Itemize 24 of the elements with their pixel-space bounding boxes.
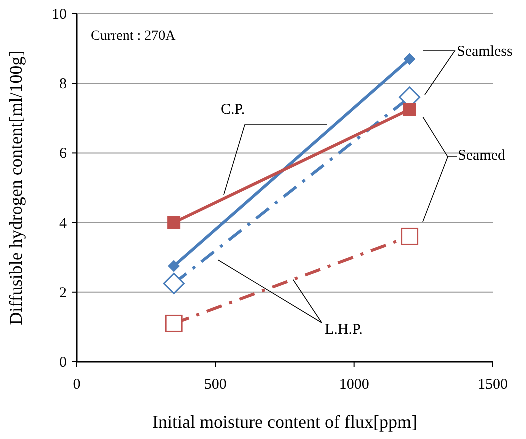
y-tick-label: 10	[52, 7, 67, 23]
annotation: Seamless	[457, 44, 513, 60]
y-tick-label: 0	[60, 355, 67, 371]
y-tick-label: 4	[60, 216, 68, 232]
annotation: C.P.	[221, 102, 246, 118]
annotation: Current : 270A	[91, 29, 177, 44]
annotation: Seamed	[458, 148, 506, 164]
x-tick-label: 0	[73, 377, 81, 393]
point	[404, 53, 416, 66]
y-tick-label: 6	[60, 146, 68, 162]
point	[168, 216, 181, 230]
point	[401, 228, 419, 246]
x-tick-label: 1000	[339, 377, 370, 393]
x-tick-label: 1500	[478, 377, 508, 393]
point	[403, 103, 416, 116]
point	[163, 272, 185, 294]
x-axis-title: Initial moisture content of flux[ppm]	[152, 412, 418, 432]
x-tick-label: 500	[204, 377, 227, 393]
annotation: L.H.P.	[325, 322, 363, 338]
y-tick-label: 8	[60, 76, 67, 93]
y-tick-label: 2	[60, 285, 67, 302]
y-axis-title: Diffusible hydrogen content[ml/100g]	[6, 50, 26, 326]
point	[165, 314, 183, 332]
point	[168, 260, 180, 272]
